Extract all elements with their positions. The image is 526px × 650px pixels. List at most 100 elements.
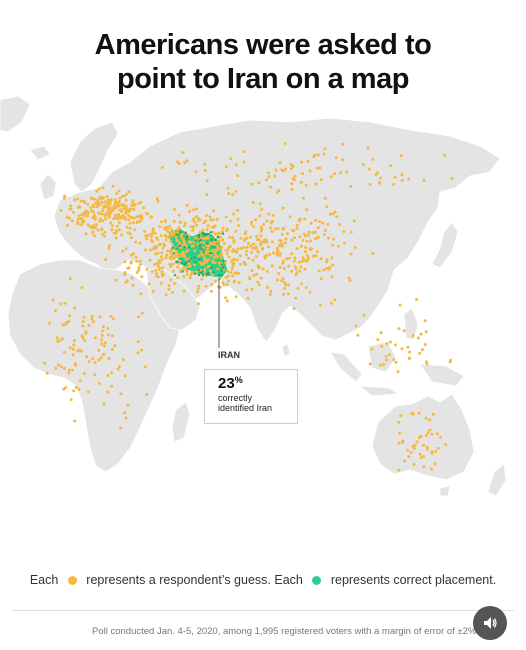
scandinavia <box>69 121 119 193</box>
guess-dot <box>64 386 68 390</box>
guess-dot <box>422 443 426 447</box>
guess-dot <box>114 278 118 282</box>
guess-dot <box>290 228 294 232</box>
guess-dot <box>142 206 146 210</box>
guess-dot <box>423 343 427 346</box>
guess-dot <box>165 253 169 257</box>
guess-dot <box>323 196 327 200</box>
guess-dot <box>252 273 256 277</box>
guess-dot <box>54 366 58 370</box>
guess-dot <box>301 196 305 200</box>
guess-dot <box>155 197 159 201</box>
guess-dot <box>202 261 206 265</box>
guess-dot <box>418 452 422 456</box>
guess-dot <box>91 203 95 207</box>
guess-dot <box>279 242 283 246</box>
guess-dot <box>169 264 173 268</box>
guess-dot <box>107 246 111 250</box>
guess-dot <box>237 281 241 285</box>
guess-dot <box>190 244 194 248</box>
guess-dot <box>67 320 71 324</box>
guess-dot <box>304 183 308 187</box>
guess-dot <box>201 236 204 240</box>
guess-dot <box>77 214 81 218</box>
guess-dot <box>70 219 74 223</box>
guess-dot <box>126 266 130 270</box>
guess-dot <box>76 197 80 201</box>
guess-dot <box>251 246 255 250</box>
guess-dot <box>379 331 383 335</box>
guess-dot <box>194 170 198 174</box>
guess-dot <box>59 208 63 212</box>
guess-dot <box>242 160 246 164</box>
guess-dot <box>341 158 345 162</box>
guess-dot <box>287 283 291 287</box>
guess-dot <box>103 217 107 221</box>
guess-dot <box>290 187 294 191</box>
guess-dot <box>105 195 109 199</box>
guess-dot <box>224 165 228 169</box>
guess-dot <box>229 271 233 274</box>
divider <box>12 610 514 611</box>
guess-dot <box>98 381 101 385</box>
guess-dot <box>301 172 304 176</box>
guess-dot <box>304 246 308 249</box>
guess-dot <box>412 412 416 416</box>
australia <box>371 393 475 481</box>
guess-dot <box>81 324 85 328</box>
guess-dot <box>226 269 229 273</box>
guess-dot <box>400 347 404 351</box>
guess-dot <box>172 219 176 223</box>
guess-dot <box>250 250 254 254</box>
guess-dot <box>347 276 351 280</box>
correct-dot <box>220 269 223 272</box>
guess-dot <box>370 347 374 351</box>
guess-dot <box>234 189 238 193</box>
guess-dot <box>276 278 279 282</box>
guess-dot <box>129 253 133 257</box>
guess-dot <box>315 250 319 254</box>
correct-dot <box>201 265 204 269</box>
tasmania <box>439 485 451 497</box>
correct-dot <box>187 267 190 271</box>
correct-dot <box>193 261 196 264</box>
guess-dot <box>218 231 222 235</box>
guess-dot <box>269 226 272 230</box>
guess-dot <box>311 254 315 258</box>
guess-dot <box>278 265 282 269</box>
guess-dot <box>112 317 115 321</box>
guess-dot <box>246 296 250 300</box>
guess-dot <box>264 178 268 182</box>
guess-dot <box>135 215 139 219</box>
guess-dot <box>209 289 213 293</box>
guess-dot <box>327 267 331 271</box>
guess-dot <box>438 435 442 439</box>
guess-dot <box>162 242 166 246</box>
guess-dot <box>103 214 107 218</box>
guess-dot <box>424 360 428 364</box>
guess-dot <box>224 276 228 279</box>
guess-dot <box>232 248 235 252</box>
guess-dot <box>335 215 339 219</box>
guess-dot <box>91 357 95 361</box>
guess-dot <box>283 281 287 285</box>
guess-dot <box>169 278 173 282</box>
guess-dot <box>100 200 104 204</box>
guess-dot <box>280 244 284 248</box>
guess-dot <box>100 333 104 337</box>
guess-dot <box>416 336 420 340</box>
guess-dot <box>157 243 161 247</box>
guess-dot <box>87 360 91 364</box>
guess-dot <box>191 229 195 232</box>
guess-dot <box>101 325 105 329</box>
guess-dot <box>273 174 277 178</box>
guess-dot <box>323 147 327 151</box>
guess-dot <box>90 317 94 321</box>
iran-label: IRAN <box>218 350 240 360</box>
audio-button[interactable] <box>473 606 507 640</box>
guess-dot <box>120 233 124 237</box>
guess-dot <box>308 169 312 173</box>
guess-dot <box>121 203 125 206</box>
guess-dot <box>108 244 112 247</box>
guess-dot <box>303 234 307 238</box>
